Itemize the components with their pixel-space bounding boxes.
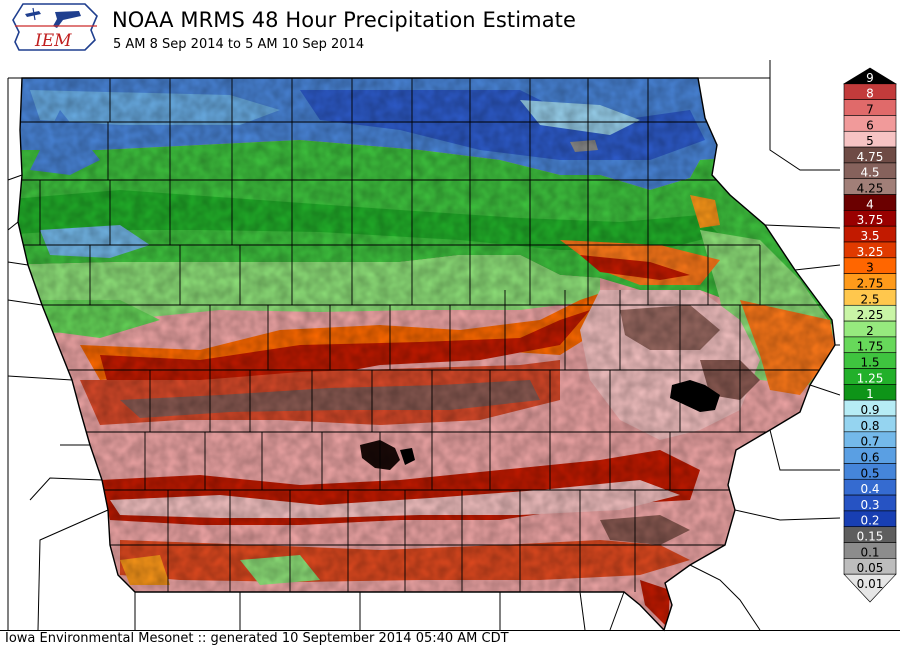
legend-label: 0.9 — [860, 403, 879, 417]
legend-label: 2.75 — [857, 276, 884, 290]
legend-label: 3.5 — [860, 229, 879, 243]
legend-label: 2.25 — [857, 308, 884, 322]
legend-label: 4.25 — [857, 182, 884, 196]
legend-label: 2 — [866, 324, 874, 338]
header: IEM NOAA MRMS 48 Hour Precipitation Esti… — [0, 0, 900, 58]
legend-label: 0.05 — [857, 561, 884, 575]
legend-swatch — [843, 573, 897, 603]
legend-label: 0.1 — [860, 545, 879, 559]
page-title: NOAA MRMS 48 Hour Precipitation Estimate — [112, 8, 577, 32]
legend-label: 0.15 — [857, 530, 884, 544]
legend-label: 0.01 — [857, 577, 884, 591]
neighbor-state-borders — [7, 60, 840, 631]
legend-label: 0.4 — [860, 482, 879, 496]
legend-label: 3.25 — [857, 245, 884, 259]
logo-text: IEM — [34, 31, 72, 51]
precipitation-map — [0, 58, 840, 632]
legend-label: 5 — [866, 134, 874, 148]
legend-label: 0.3 — [860, 498, 879, 512]
legend-label: 8 — [866, 87, 874, 101]
page-subtitle: 5 AM 8 Sep 2014 to 5 AM 10 Sep 2014 — [113, 37, 365, 52]
satellite-icon — [53, 11, 81, 28]
legend-label: 6 — [866, 118, 874, 132]
county-boundaries — [18, 78, 835, 592]
legend-label: 9 — [866, 71, 874, 85]
legend-label: 0.7 — [860, 435, 879, 449]
legend-label: 3 — [866, 261, 874, 275]
legend-label: 7 — [866, 102, 874, 116]
footer-divider — [0, 630, 900, 631]
legend-label: 4.75 — [857, 150, 884, 164]
legend-label: 0.6 — [860, 450, 879, 464]
precipitation-legend: 9 87 6 5 4.75 4.5 4.254 3.75 3.5 3.25 32.75 2.5 2.25… — [842, 67, 898, 603]
precip-field — [18, 78, 835, 630]
legend-label: 1.5 — [860, 356, 879, 370]
footer-credit: Iowa Environmental Mesonet :: generated … — [5, 631, 509, 646]
legend-label: 1 — [866, 387, 874, 401]
legend-label: 4 — [866, 197, 874, 211]
legend-label: 4.5 — [860, 166, 879, 180]
legend-label: 0.8 — [860, 419, 879, 433]
legend-label: 1.75 — [857, 340, 884, 354]
legend-label: 1.25 — [857, 371, 884, 385]
legend-label: 0.5 — [860, 466, 879, 480]
plane-icon — [25, 11, 41, 17]
iem-logo: IEM — [12, 3, 98, 51]
legend-label: 3.75 — [857, 213, 884, 227]
legend-label: 2.5 — [860, 292, 879, 306]
legend-label: 0.2 — [860, 514, 879, 528]
